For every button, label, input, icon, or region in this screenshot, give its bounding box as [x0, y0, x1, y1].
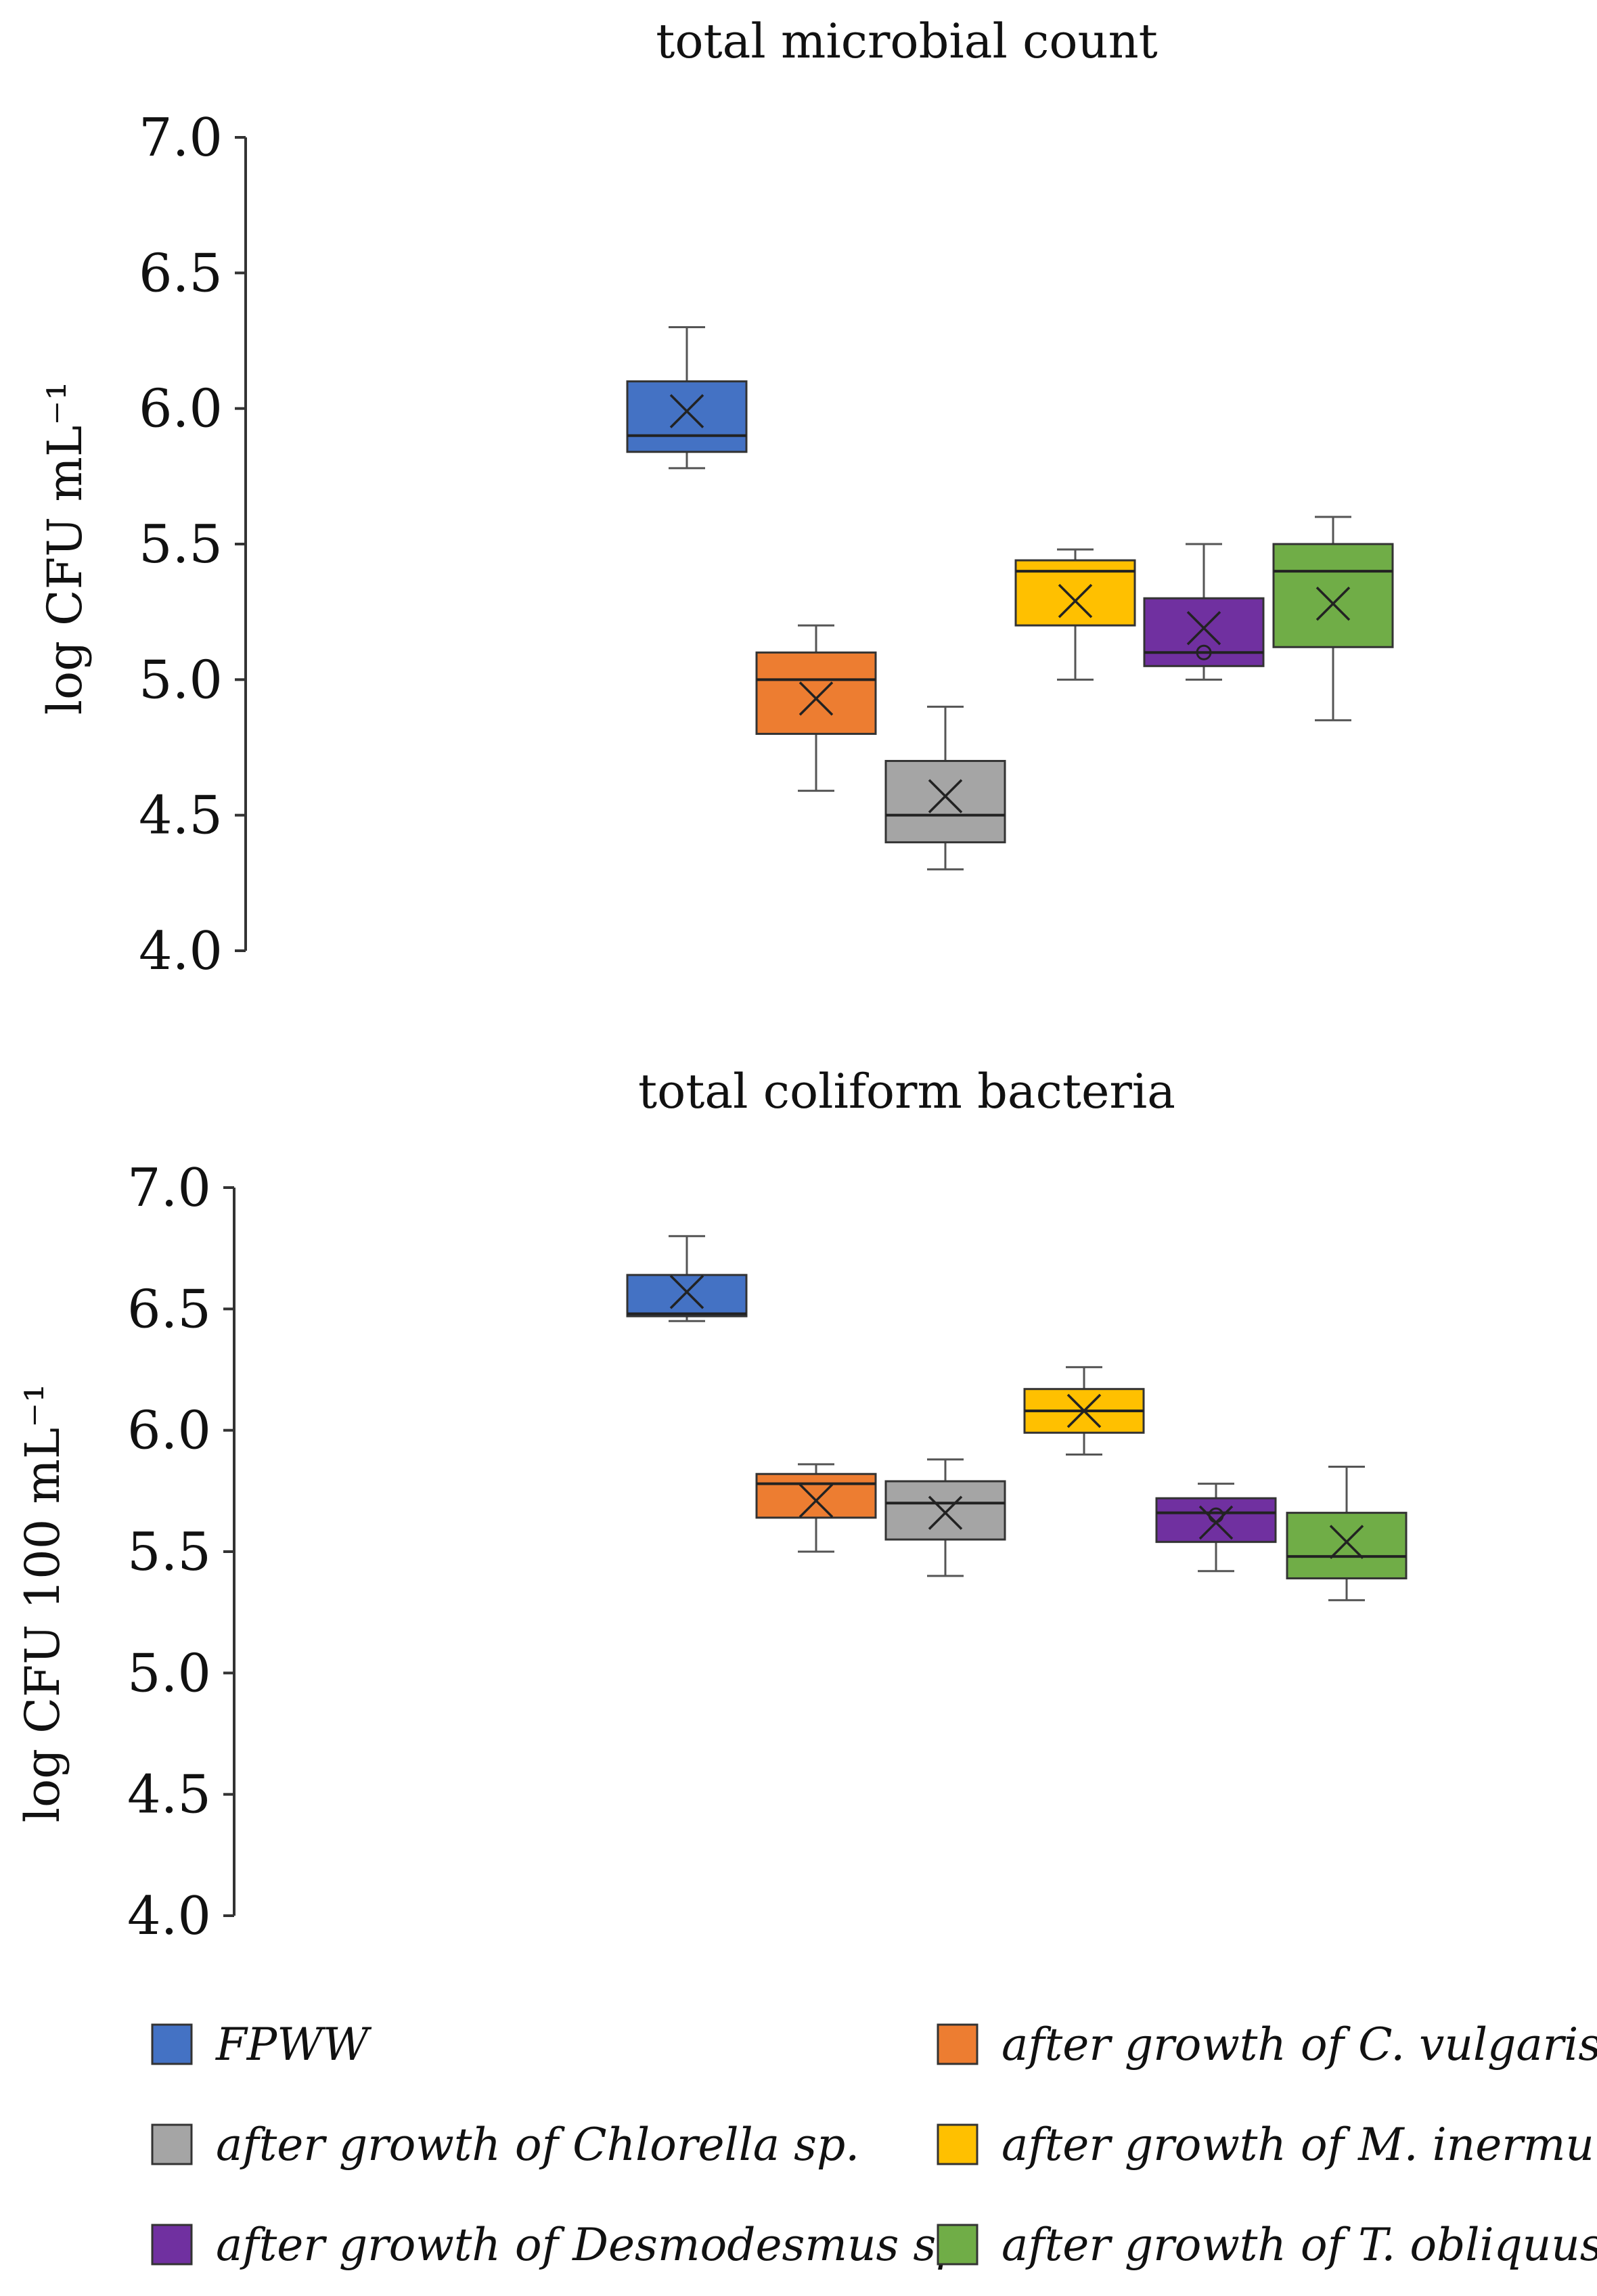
legend-swatch — [151, 2123, 193, 2165]
legend-label: after growth of Desmodesmus sp. — [216, 2219, 979, 2271]
mean-marker — [798, 1483, 834, 1518]
y-tick-label: 7.0 — [127, 1158, 211, 1219]
y-tick-label: 4.5 — [127, 1765, 211, 1826]
box-group — [1286, 1465, 1408, 1602]
panel-total-coliform-bacteria: total coliform bacteria log CFU 100 mL⁻¹… — [15, 1064, 1408, 1947]
box-group — [1023, 1366, 1145, 1456]
mean-marker — [1315, 586, 1351, 621]
box-group — [755, 624, 877, 792]
mean-marker — [1058, 583, 1093, 618]
box-iqr — [884, 760, 1006, 844]
box-iqr — [626, 1274, 748, 1318]
y-axis-label: log CFU mL⁻¹ — [37, 382, 93, 715]
box-group — [884, 705, 1006, 871]
box-group — [1155, 1483, 1277, 1573]
box-iqr — [1286, 1512, 1408, 1579]
y-tick-label: 5.0 — [127, 1643, 211, 1704]
y-tick-label: 4.5 — [139, 786, 223, 847]
mean-marker — [669, 1274, 704, 1309]
box-iqr — [1155, 1497, 1277, 1544]
y-tick-label: 4.0 — [139, 921, 223, 982]
mean-marker — [669, 394, 704, 428]
legend-swatch — [151, 2023, 193, 2065]
mean-marker — [1066, 1393, 1102, 1428]
box-group — [626, 1235, 748, 1322]
legend-label: after growth of Chlorella sp. — [216, 2119, 859, 2171]
box-group — [1272, 516, 1394, 721]
box-group — [884, 1458, 1006, 1577]
y-tick-label: 6.0 — [127, 1401, 211, 1462]
y-tick-label: 6.5 — [139, 243, 223, 304]
outlier-point — [1196, 644, 1212, 660]
mean-marker — [1186, 610, 1221, 646]
y-tick-label: 5.0 — [139, 650, 223, 711]
box-iqr — [626, 380, 748, 453]
y-tick-label: 4.0 — [127, 1886, 211, 1947]
legend-label: FPWW — [215, 2019, 372, 2071]
chart-title: total coliform bacteria — [638, 1064, 1175, 1119]
box-iqr — [1272, 543, 1394, 648]
mean-marker — [798, 681, 834, 716]
y-tick-label: 5.5 — [139, 514, 223, 575]
outlier-point — [1208, 1507, 1224, 1523]
box-iqr — [884, 1480, 1006, 1541]
box-group — [626, 325, 748, 470]
y-tick-label: 5.5 — [127, 1522, 211, 1583]
box-group — [1143, 543, 1265, 681]
y-tick-label: 6.5 — [127, 1279, 211, 1340]
y-tick-label: 6.0 — [139, 379, 223, 440]
box-group — [1014, 548, 1136, 681]
legend-swatch — [937, 2023, 979, 2065]
mean-marker — [1329, 1525, 1364, 1559]
box-iqr — [755, 1472, 877, 1519]
y-axis-label: log CFU 100 mL⁻¹ — [15, 1384, 70, 1823]
mean-marker — [928, 1495, 963, 1530]
legend-swatch — [151, 2224, 193, 2266]
legend-swatch — [937, 2123, 979, 2165]
legend: FPWW after growth of C. vulgaris after gro… — [151, 2019, 1597, 2271]
legend-label: after growth of C. vulgaris — [1002, 2019, 1597, 2071]
panel-total-microbial-count: total microbial count log CFU mL⁻¹ 4.0 4.… — [37, 14, 1394, 982]
legend-label: after growth of M. inermum — [1002, 2119, 1597, 2171]
chart-title: total microbial count — [656, 14, 1158, 69]
legend-swatch — [937, 2224, 979, 2266]
box-iqr — [1143, 597, 1265, 667]
y-tick-label: 7.0 — [139, 108, 223, 168]
legend-label: after growth of T. obliquus — [1002, 2219, 1597, 2271]
mean-marker — [928, 779, 963, 813]
box-iqr — [755, 651, 877, 735]
box-group — [755, 1463, 877, 1553]
